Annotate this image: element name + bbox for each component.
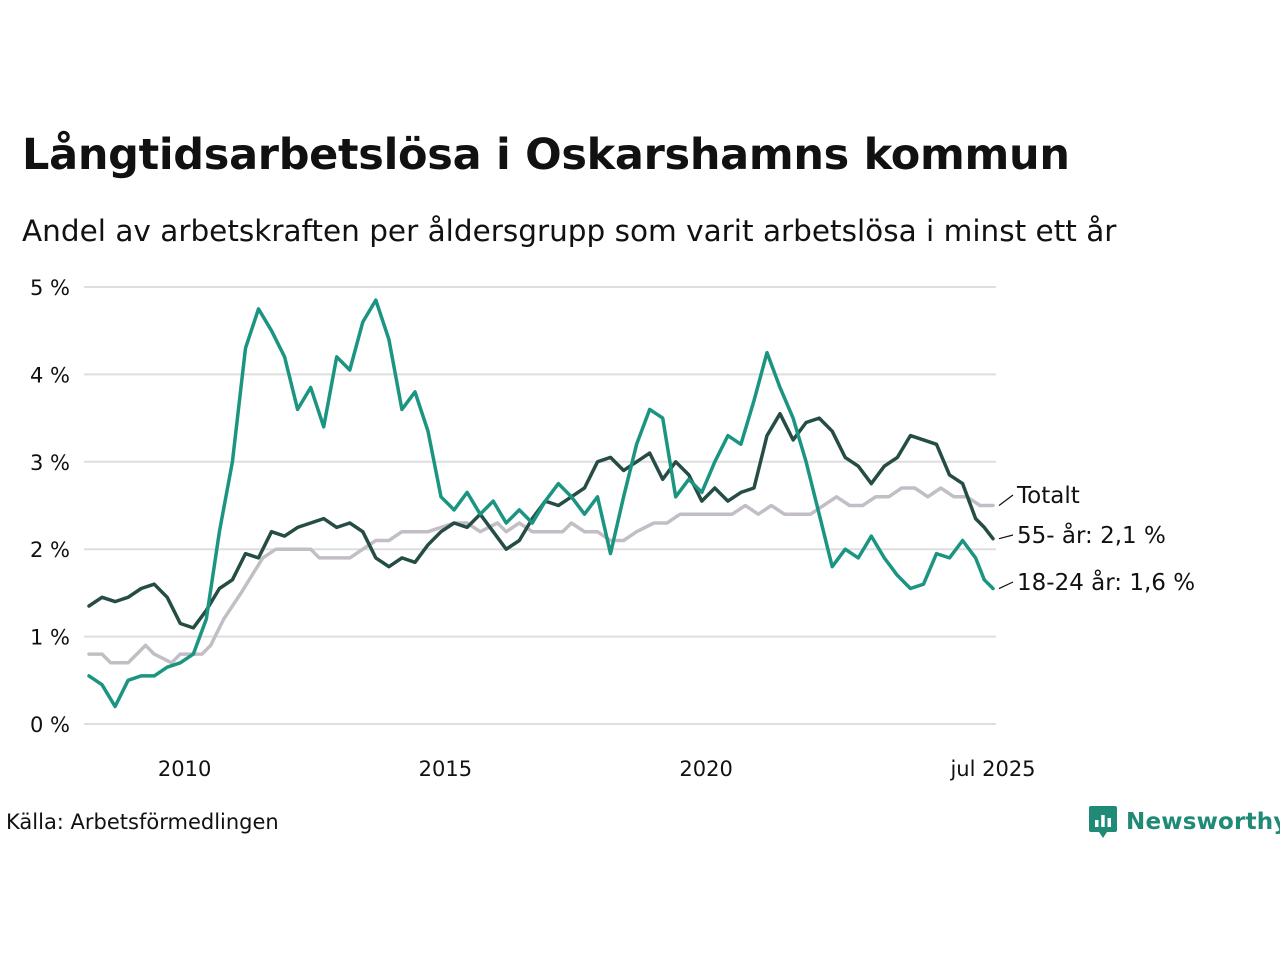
x-tick-label: jul 2025 (949, 757, 1035, 781)
x-tick-label: 2010 (158, 757, 211, 781)
y-tick-label: 1 % (30, 626, 70, 650)
x-axis-ticks: 2010 2015 2020 jul 2025 (158, 757, 1036, 781)
y-tick-label: 0 % (30, 713, 70, 737)
series-line-total (87, 486, 995, 665)
label-leader-old (998, 534, 1014, 540)
chart-title: Långtidsarbetslösa i Oskarshamns kommun (22, 130, 1070, 180)
series-line-old (87, 411, 995, 630)
end-label-young: 18-24 år: 1,6 % (1017, 568, 1195, 596)
x-tick-label: 2015 (419, 757, 472, 781)
series-line-young (87, 298, 995, 709)
chart-subtitle: Andel av arbetskraften per åldersgrupp s… (22, 214, 1117, 248)
y-tick-label: 4 % (30, 363, 70, 387)
newsworthy-icon (1089, 806, 1117, 838)
end-label-old: 55- år: 2,1 % (1017, 521, 1166, 549)
label-leader-young (998, 581, 1014, 590)
end-labels: Totalt 55- år: 2,1 % 18-24 år: 1,6 % (998, 483, 1195, 596)
source-note: Källa: Arbetsförmedlingen (6, 810, 279, 834)
y-axis-ticks: 0 % 1 % 2 % 3 % 4 % 5 % (30, 276, 70, 737)
series-lines (87, 298, 995, 709)
y-tick-label: 3 % (30, 451, 70, 475)
y-tick-label: 5 % (30, 276, 70, 300)
y-tick-label: 2 % (30, 538, 70, 562)
brand-name: Newsworthy (1126, 809, 1280, 835)
x-tick-label: 2020 (679, 757, 732, 781)
end-label-total: Totalt (1016, 483, 1080, 509)
newsworthy-logo: Newsworthy (1088, 804, 1280, 840)
label-leader-total (998, 494, 1014, 506)
